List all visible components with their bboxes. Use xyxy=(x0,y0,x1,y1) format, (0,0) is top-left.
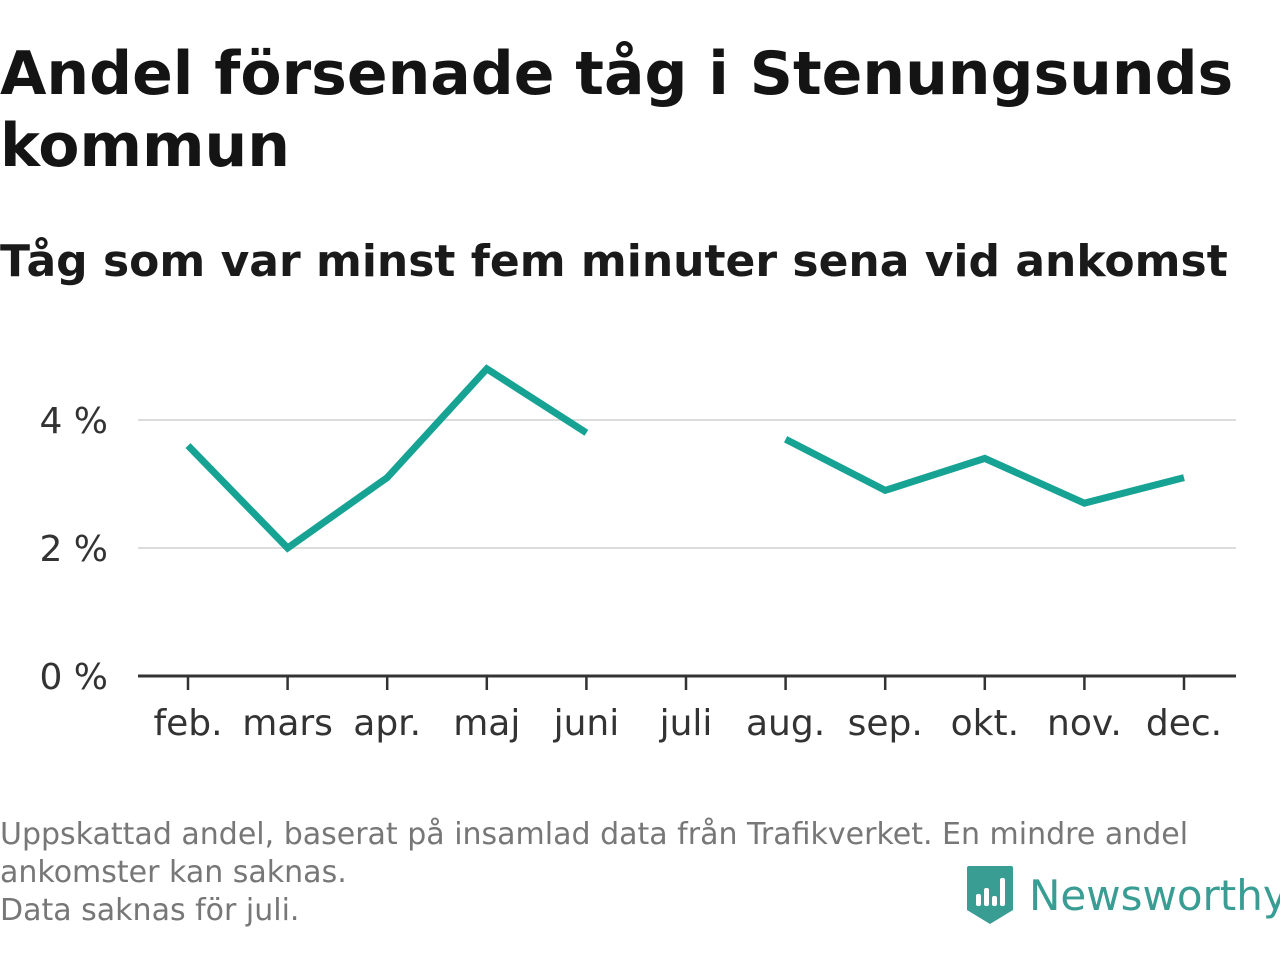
x-tick-label: juni xyxy=(553,703,620,744)
x-tick-label: aug. xyxy=(746,703,825,744)
x-axis-labels: feb. mars apr. maj juni juli aug. sep. okt. nov. d… xyxy=(153,703,1222,744)
footnote-source: Uppskattad andel, baserat på insamlad da… xyxy=(0,817,1189,890)
series-line-segment xyxy=(185,364,589,553)
x-tick-label: okt. xyxy=(951,703,1019,744)
brand-logo: Newsworthy xyxy=(965,864,1280,926)
brand-name: Newsworthy xyxy=(1029,870,1280,920)
series-line-segment xyxy=(783,436,1185,507)
y-tick-label: 2 % xyxy=(39,529,108,570)
chart-title: Andel försenade tåg i Stenungsunds kommu… xyxy=(0,39,1234,181)
x-tick-label: apr. xyxy=(353,703,421,744)
y-axis-labels: 0 % 2 % 4 % xyxy=(39,401,108,698)
x-tick-label: sep. xyxy=(848,703,923,744)
footnote-missing-data: Data saknas för juli. xyxy=(0,893,300,928)
chart-subtitle: Tåg som var minst fem minuter sena vid a… xyxy=(0,236,1228,287)
y-tick-label: 4 % xyxy=(39,401,108,442)
footnote: Uppskattad andel, baserat på insamlad da… xyxy=(0,816,1270,930)
gridlines xyxy=(138,419,1236,549)
x-tick-label: mars xyxy=(242,703,333,744)
x-axis xyxy=(138,674,1236,690)
x-tick-label: nov. xyxy=(1047,703,1122,744)
series-lines xyxy=(185,364,1185,553)
y-tick-label: 0 % xyxy=(39,657,108,698)
x-tick-label: juli xyxy=(659,703,713,744)
bar-chart-badge-icon xyxy=(967,866,1013,924)
x-tick-label: dec. xyxy=(1146,703,1222,744)
x-tick-label: maj xyxy=(453,703,520,744)
x-tick-label: feb. xyxy=(153,703,222,744)
